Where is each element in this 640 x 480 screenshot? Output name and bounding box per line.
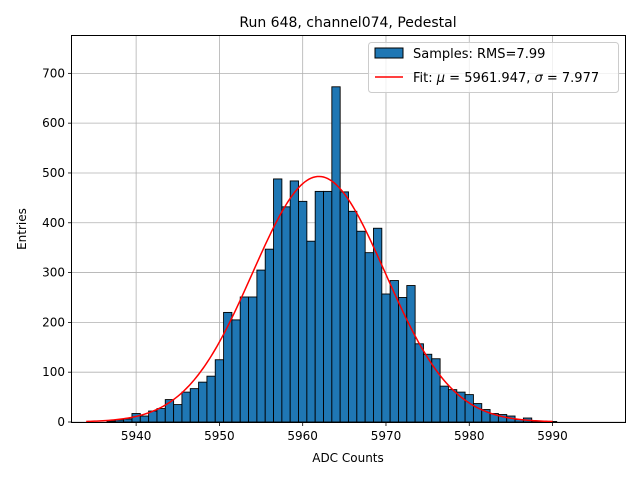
histogram-bar	[447, 389, 458, 423]
histogram-bar	[173, 404, 183, 423]
legend-samples-label: Samples: RMS=7.99	[413, 47, 545, 62]
legend-fit-sigma-value: = 7.977	[543, 71, 599, 86]
fit-curve-layer	[86, 175, 553, 423]
plot-frame	[71, 35, 626, 423]
legend-samples-swatch	[374, 47, 404, 59]
histogram-bar	[206, 375, 216, 423]
histogram-bar	[331, 86, 341, 423]
histogram-bar	[223, 311, 233, 423]
legend-fit-mu-value: = 5961.947,	[445, 71, 534, 86]
x-tick-label: 5960	[287, 429, 318, 443]
histogram-bar	[364, 252, 374, 423]
histogram-bar	[281, 206, 291, 423]
histogram-bar	[248, 296, 258, 423]
histogram-bar	[181, 391, 191, 423]
histogram-bars	[106, 86, 558, 423]
y-axis-label: Entries	[15, 208, 29, 250]
y-tick-label: 300	[42, 266, 65, 280]
x-tick-label: 5970	[371, 429, 402, 443]
histogram-bar	[298, 200, 308, 423]
chart-title: Run 648, channel074, Pedestal	[239, 15, 456, 31]
y-axis-ticks: 0 100 200 300 400 500 600 700	[42, 66, 72, 429]
histogram-bar	[256, 269, 266, 423]
x-tick-label: 5940	[121, 429, 152, 443]
legend-fit-mu-symbol: μ	[436, 71, 445, 86]
y-tick-label: 0	[57, 415, 65, 429]
x-tick-label: 5990	[537, 429, 568, 443]
histogram-bar	[123, 418, 133, 423]
legend-fit-label: Fit: μ = 5961.947, σ = 7.977	[413, 71, 599, 86]
x-axis-label: ADC Counts	[312, 451, 384, 465]
histogram-bar	[323, 190, 333, 423]
histogram-bar	[314, 190, 324, 423]
histogram-bar	[239, 296, 250, 423]
y-tick-label: 100	[42, 365, 65, 379]
x-axis-ticks: 5940 5950 5960 5970 5980 5990	[121, 422, 568, 443]
histogram-bar	[389, 280, 399, 423]
histogram-bar	[214, 359, 225, 423]
histogram-bar	[156, 408, 166, 423]
y-tick-label: 200	[42, 315, 65, 329]
histogram-bar	[339, 191, 349, 423]
histogram-bar	[423, 353, 433, 423]
histogram-bar	[306, 240, 316, 423]
y-tick-label: 400	[42, 216, 65, 230]
histogram-bar	[231, 319, 241, 423]
histogram-bar	[356, 230, 366, 423]
histogram-bar	[189, 388, 200, 423]
x-tick-label: 5950	[204, 429, 235, 443]
histogram-bar	[289, 180, 299, 423]
legend-fit-sigma-symbol: σ	[535, 71, 544, 86]
histogram-bar	[464, 394, 474, 423]
histogram-bar	[414, 343, 424, 423]
y-tick-label: 700	[42, 66, 65, 80]
x-tick-label: 5980	[454, 429, 485, 443]
histogram-bar	[198, 381, 208, 423]
y-tick-label: 500	[42, 166, 65, 180]
histogram-bar	[381, 293, 391, 423]
y-tick-label: 600	[42, 116, 65, 130]
legend-box	[368, 42, 619, 93]
legend: Samples: RMS=7.99 Fit: μ = 5961.947, σ =…	[368, 42, 619, 93]
histogram-bar	[406, 285, 416, 423]
fit-curve	[86, 175, 553, 423]
histogram-bar	[264, 248, 274, 423]
histogram-bar	[106, 420, 116, 423]
histogram-bar	[139, 415, 150, 423]
histogram-bar	[348, 210, 358, 423]
histogram-bar	[431, 358, 441, 423]
histogram-bar	[439, 385, 449, 423]
legend-fit-prefix: Fit:	[413, 71, 437, 86]
